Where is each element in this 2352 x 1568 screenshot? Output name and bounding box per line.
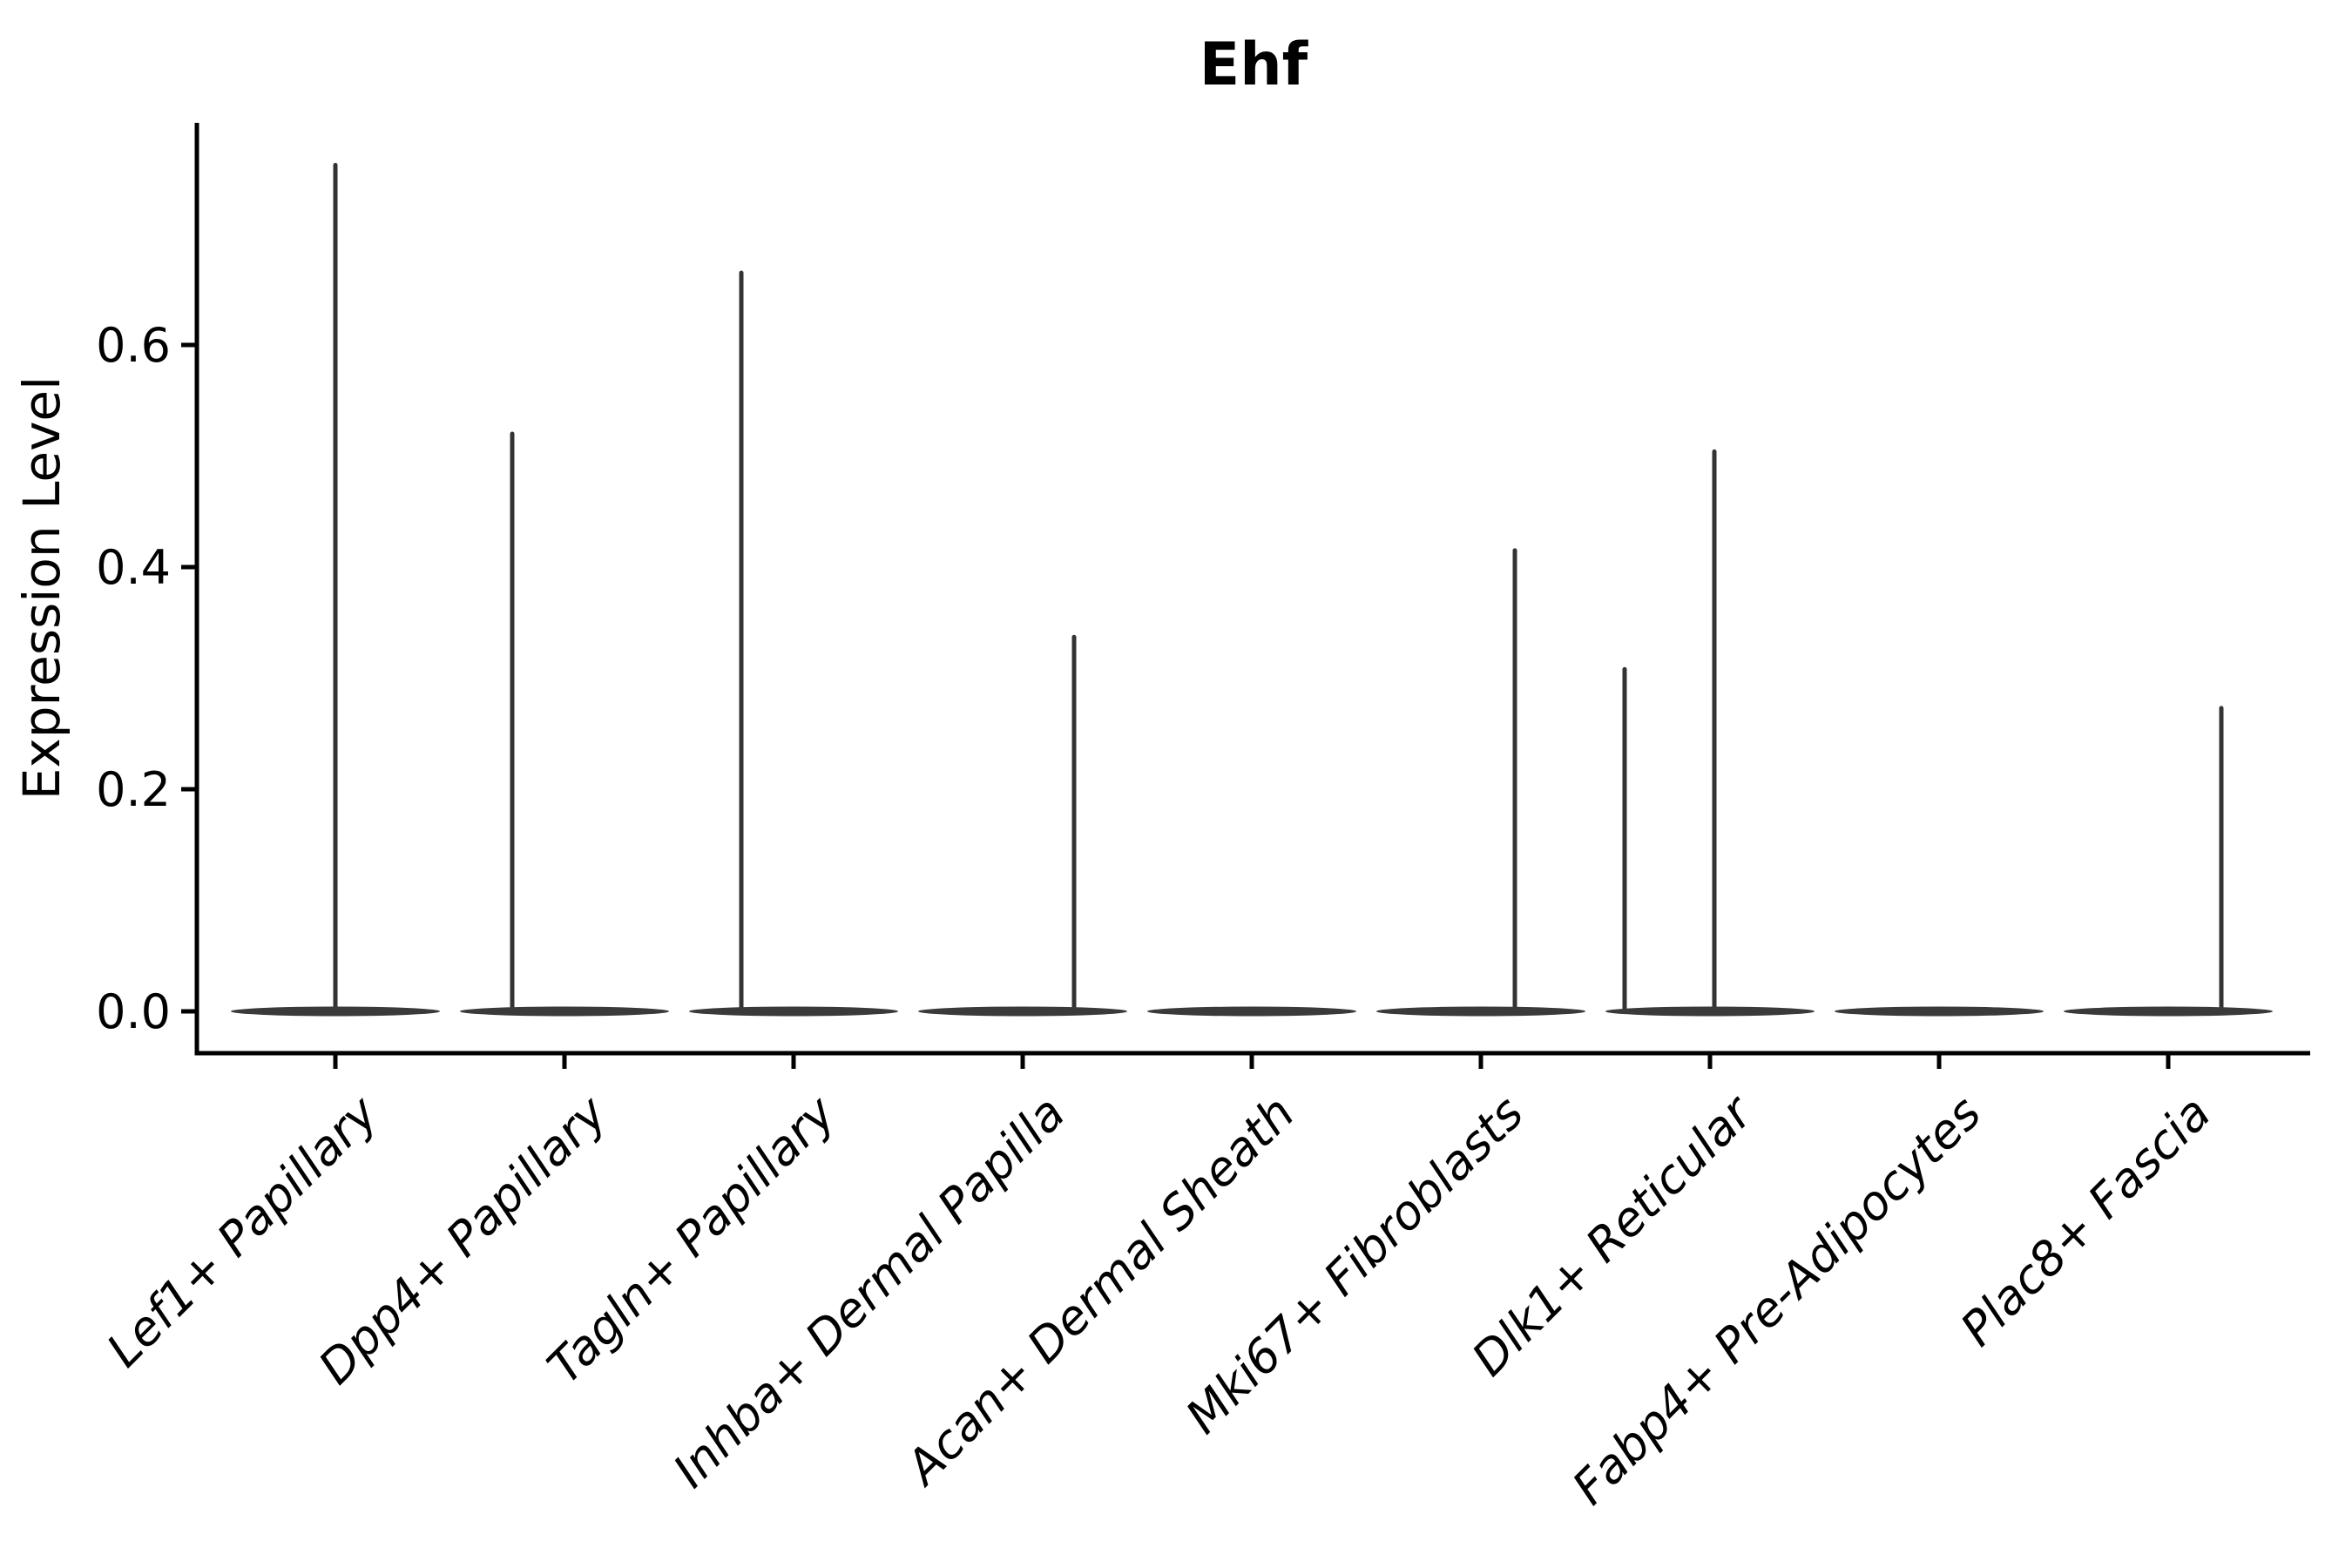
chart-title: Ehf — [1199, 30, 1308, 99]
violin-body — [918, 1006, 1127, 1017]
violin-body — [689, 1006, 898, 1017]
violin-body — [1835, 1006, 2044, 1017]
y-tick-label: 0.2 — [96, 762, 171, 817]
y-tick-label: 0.6 — [96, 318, 171, 373]
violin-body — [460, 1006, 669, 1017]
y-axis-title: Expression Level — [12, 376, 71, 800]
violin-body — [2064, 1006, 2273, 1017]
violin-body — [1376, 1006, 1585, 1017]
violin-body — [1605, 1006, 1815, 1017]
y-tick-label: 0.4 — [96, 540, 171, 595]
violin-body — [231, 1006, 440, 1017]
y-tick-label: 0.0 — [96, 984, 171, 1039]
violin-body — [1147, 1006, 1356, 1017]
